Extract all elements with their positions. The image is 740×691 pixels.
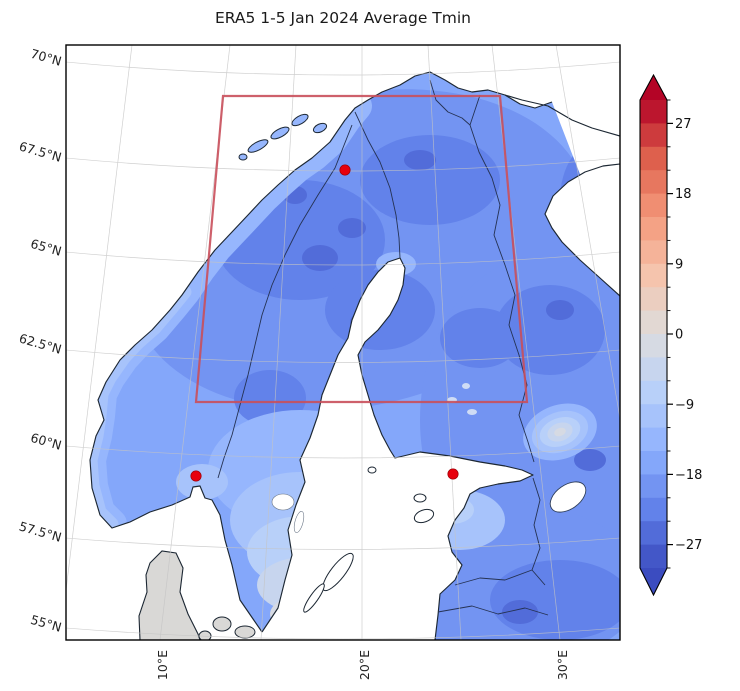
marker-north xyxy=(339,164,351,176)
parallel-60n xyxy=(66,445,620,459)
lofoten-4 xyxy=(238,153,248,161)
meridian-35e xyxy=(555,45,620,418)
saaremaa xyxy=(413,508,435,524)
marker-southwest xyxy=(190,470,202,482)
hiiumaa xyxy=(413,493,427,503)
colorbar-band xyxy=(640,497,667,522)
colorbar-band xyxy=(640,521,667,545)
danish-island-1 xyxy=(212,616,232,632)
plot-frame xyxy=(65,44,621,641)
colorbar-ticks xyxy=(667,99,673,569)
coast-white-sea xyxy=(544,163,620,297)
coast-west-north xyxy=(89,71,553,633)
senja xyxy=(312,122,328,134)
colorbar-bands xyxy=(640,100,667,569)
cbar-label-m9: −9 xyxy=(675,398,694,413)
border-norway-finland xyxy=(429,79,471,126)
parallel-65n xyxy=(66,251,620,266)
lake-vattern xyxy=(293,511,305,533)
border-norway-sweden xyxy=(217,124,353,479)
border-finland-russia xyxy=(469,94,535,463)
lofoten-1 xyxy=(247,139,269,153)
sea-and-lakes xyxy=(271,164,620,533)
lat-label-67-5: 67.5°N xyxy=(17,138,63,164)
lat-tick-labels: 70°N 67.5°N 65°N 62.5°N 60°N 57.5°N 55°N xyxy=(17,46,63,635)
parallel-62-5n xyxy=(66,349,620,363)
colorbar-band xyxy=(640,240,667,265)
no-data-land xyxy=(138,550,256,640)
cbar-label-m18: −18 xyxy=(675,468,702,483)
islands xyxy=(238,113,435,613)
lat-label-55: 55°N xyxy=(29,612,63,635)
aland xyxy=(367,466,377,474)
chart-title: ERA5 1-5 Jan 2024 Average Tmin xyxy=(215,9,471,27)
colorbar-band xyxy=(640,474,667,499)
colorbar-band xyxy=(640,404,667,428)
colorbar-band xyxy=(640,217,667,241)
lat-label-60: 60°N xyxy=(29,430,63,453)
lat-label-62-5: 62.5°N xyxy=(17,330,63,356)
parallel-55n xyxy=(66,627,620,640)
lon-tick-labels: 10°E 20°E 30°E xyxy=(155,650,570,680)
cbar-label-m27: −27 xyxy=(675,538,702,553)
border-latvia-south xyxy=(437,605,549,616)
oland xyxy=(303,583,325,613)
coastlines xyxy=(89,71,620,640)
parallel-70n xyxy=(66,61,620,76)
colorbar-band xyxy=(640,334,667,358)
colorbar-band xyxy=(640,427,667,452)
colorbar-band xyxy=(640,146,667,171)
colorbar-band xyxy=(640,263,667,288)
country-borders xyxy=(217,79,549,616)
finnish-lake-3 xyxy=(467,409,477,415)
colorbar-tick-labels: 27 18 9 0 −9 −18 −27 xyxy=(675,117,702,553)
lon-label-30: 30°E xyxy=(555,650,570,680)
cbar-label-27: 27 xyxy=(675,117,692,132)
colorbar-band xyxy=(640,544,667,569)
cbar-label-18: 18 xyxy=(675,187,692,202)
colorbar-band xyxy=(640,170,667,194)
lon-label-10: 10°E xyxy=(155,650,170,680)
meridian-25e xyxy=(427,45,462,640)
jutland xyxy=(138,550,201,640)
lon-label-20: 20°E xyxy=(357,650,372,680)
border-estonia-russia xyxy=(531,477,546,586)
colorbar-over-arrow xyxy=(640,75,667,100)
parallel-57-5n xyxy=(66,537,620,550)
border-sweden-finland xyxy=(354,111,401,259)
meridian-5e xyxy=(66,45,133,590)
cbar-label-9: 9 xyxy=(675,257,683,272)
colorbar-band xyxy=(640,451,667,475)
lofoten-3 xyxy=(291,113,309,127)
gotland xyxy=(322,552,354,592)
station-markers xyxy=(190,164,459,482)
border-estonia-latvia xyxy=(454,569,533,586)
meridian-15e xyxy=(260,45,297,640)
lat-label-70: 70°N xyxy=(29,46,63,69)
white-sea xyxy=(545,164,620,296)
lake-ladoga xyxy=(549,481,587,513)
lat-label-65: 65°N xyxy=(29,236,63,259)
coast-barents xyxy=(504,94,620,137)
colorbar-band xyxy=(640,100,667,124)
colorbar: 27 18 9 0 −9 −18 −27 xyxy=(639,73,702,597)
study-domain-box xyxy=(194,94,529,404)
colorbar-band xyxy=(640,380,667,405)
lake-vanern xyxy=(271,493,295,511)
colorbar-band xyxy=(640,287,667,311)
colorbar-band xyxy=(640,193,667,218)
colorbar-under-arrow xyxy=(640,568,667,595)
coast-east-lobe xyxy=(261,257,534,640)
marker-southeast xyxy=(447,468,459,480)
colorbar-band xyxy=(640,357,667,382)
lofoten-2 xyxy=(270,126,290,140)
finnish-lake-2 xyxy=(462,383,470,389)
colorbar-band xyxy=(640,310,667,335)
colorbar-band xyxy=(640,123,667,148)
danish-island-2 xyxy=(234,625,256,639)
cbar-label-0: 0 xyxy=(675,328,683,343)
lat-label-57-5: 57.5°N xyxy=(17,518,63,544)
